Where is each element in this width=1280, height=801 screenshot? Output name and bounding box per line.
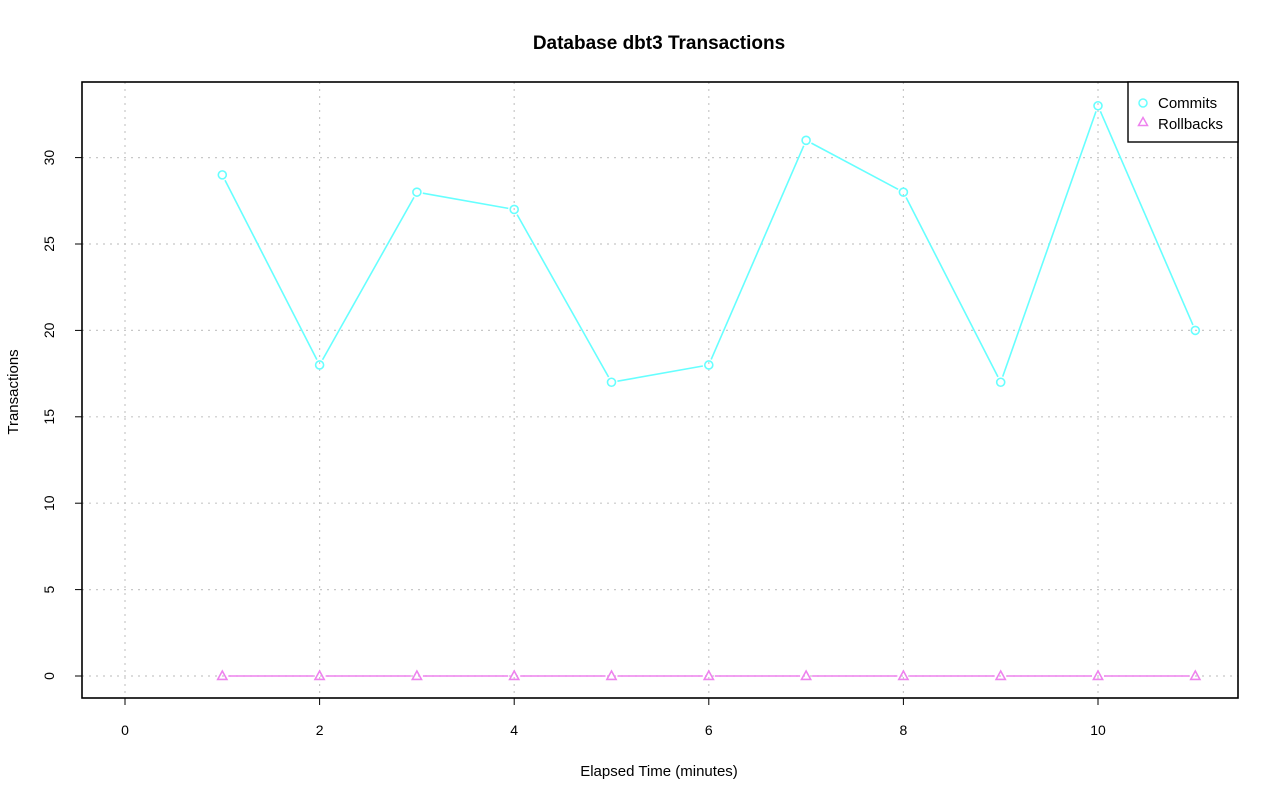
data-point-commits <box>509 204 520 215</box>
plot-area <box>216 100 1202 681</box>
legend-label-rollbacks: Rollbacks <box>1158 116 1223 133</box>
legend: Commits Rollbacks <box>1127 81 1239 143</box>
legend-marker-commits <box>1138 98 1148 108</box>
data-point-commits <box>703 360 714 370</box>
data-point-commits <box>412 187 422 197</box>
line-segment-commits <box>905 197 999 378</box>
line-segment-commits <box>617 365 704 382</box>
chart-title: Database dbt3 Transactions <box>533 33 785 54</box>
data-point-rollbacks <box>508 669 521 681</box>
y-tick-label: 25 <box>41 236 57 252</box>
data-point-rollbacks <box>216 669 229 681</box>
data-point-commits <box>995 377 1006 388</box>
data-point-rollbacks <box>897 669 910 681</box>
legend-label-commits: Commits <box>1158 95 1217 112</box>
x-tick-label: 2 <box>316 722 324 738</box>
data-point-rollbacks <box>994 669 1007 681</box>
line-segment-commits <box>516 214 610 378</box>
data-point-rollbacks <box>1092 669 1104 681</box>
y-tick-label: 5 <box>41 585 57 593</box>
line-segment-commits <box>321 196 415 361</box>
series-commits <box>217 100 1201 388</box>
line-segment-commits <box>224 179 318 360</box>
line-segment-commits <box>710 145 805 360</box>
x-tick-label: 4 <box>510 722 518 738</box>
data-point-commits <box>1093 100 1103 111</box>
x-tick-label: 0 <box>121 722 129 738</box>
legend-box <box>1127 81 1239 143</box>
x-tick-label: 8 <box>900 722 908 738</box>
y-tick-label: 0 <box>41 672 57 680</box>
x-axis-label: Elapsed Time (minutes) <box>580 763 738 780</box>
data-point-commits <box>606 377 617 388</box>
data-point-commits <box>898 187 909 197</box>
grid <box>82 82 1238 698</box>
y-tick-label: 30 <box>41 150 57 166</box>
data-point-commits <box>314 360 325 370</box>
plot-frame <box>81 81 1239 699</box>
x-tick-label: 6 <box>705 722 713 738</box>
data-point-rollbacks <box>313 669 326 681</box>
line-segment-commits <box>811 142 899 191</box>
data-point-rollbacks <box>410 669 423 681</box>
data-point-commits <box>217 170 228 180</box>
data-point-rollbacks <box>702 669 715 681</box>
data-point-commits <box>1190 325 1201 336</box>
series-rollbacks <box>216 669 1202 681</box>
x-tick-label: 10 <box>1090 722 1106 738</box>
data-point-rollbacks <box>1189 669 1202 681</box>
y-axis: 0 5 10 15 20 25 30 <box>41 150 83 680</box>
legend-marker-rollbacks <box>1137 115 1149 127</box>
line-segment-commits <box>1001 111 1097 377</box>
y-axis-label: Transactions <box>5 349 22 434</box>
y-tick-label: 20 <box>41 322 57 338</box>
line-segment-commits <box>1099 110 1194 326</box>
line-segment-commits <box>422 192 509 210</box>
x-axis: 0 2 4 6 8 10 <box>121 697 1106 738</box>
data-point-commits <box>801 135 811 146</box>
data-point-rollbacks <box>605 669 618 681</box>
y-tick-label: 10 <box>41 495 57 511</box>
y-tick-label: 15 <box>41 409 57 425</box>
data-point-rollbacks <box>800 669 813 681</box>
